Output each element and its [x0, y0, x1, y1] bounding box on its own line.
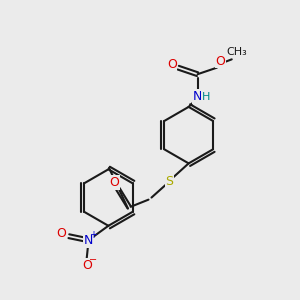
Text: CH₃: CH₃ [226, 47, 247, 57]
Text: O: O [56, 227, 66, 240]
Text: N: N [83, 234, 93, 247]
Text: −: − [89, 255, 97, 265]
Text: N: N [193, 90, 202, 103]
Text: H: H [202, 92, 210, 102]
Text: O: O [82, 259, 92, 272]
Text: +: + [89, 230, 98, 240]
Text: O: O [167, 58, 177, 70]
Text: O: O [215, 55, 225, 68]
Text: S: S [165, 175, 173, 188]
Text: O: O [110, 176, 119, 189]
